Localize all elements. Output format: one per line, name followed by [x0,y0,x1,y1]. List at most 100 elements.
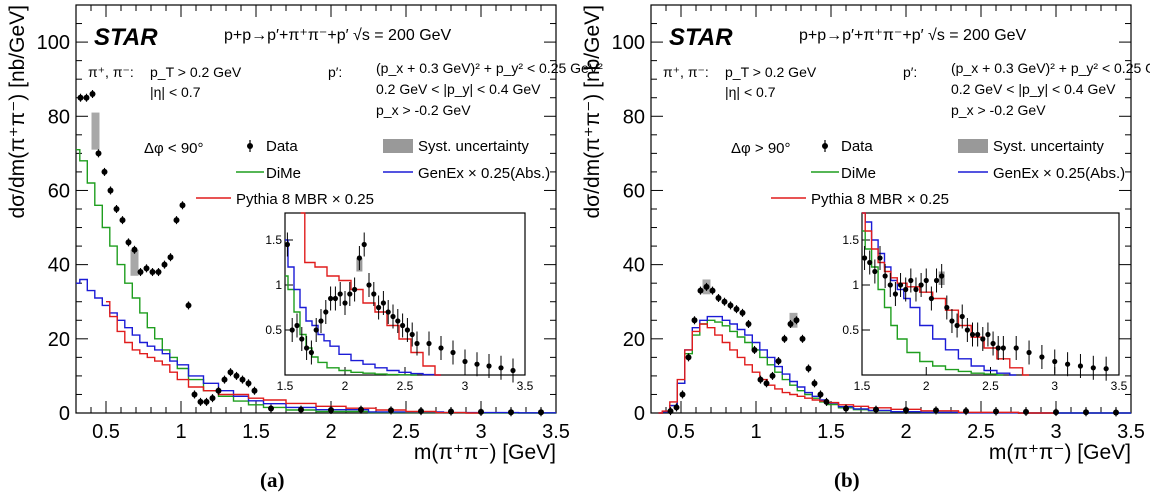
data-point [805,365,812,372]
data-point [709,287,716,294]
x-tick-label: 3.5 [542,421,570,443]
data-point [1113,409,1119,416]
legend-syst-label: Syst. uncertainty [418,138,529,155]
data-point [119,217,126,224]
data-point [197,398,204,405]
pion-cut: |η| < 0.7 [150,84,201,100]
data-point [691,317,698,324]
inset-data-point [450,349,456,356]
inset-data-point [913,286,919,293]
inset-data-point [887,282,893,288]
data-point [245,380,252,387]
data-point [328,407,334,414]
legend-syst-swatch [958,139,988,153]
data-point [1023,408,1029,415]
data-point [763,380,770,387]
data-point [715,295,722,302]
y-tick-label: 20 [623,329,645,351]
syst-box [91,112,100,150]
data-point [448,408,454,415]
inset-plot: 1.5 2 2.5 3 3.5 0.5 1 1.5 [842,212,1128,393]
data-point [227,369,234,376]
pion-cuts-label: π⁺, π⁻: [88,64,134,80]
inset-x-tick-label: 3.5 [517,379,534,393]
data-point [77,94,84,101]
legend-pythia-label: Pythia 8 MBR × 0.25 [811,191,949,208]
y-tick-label: 40 [48,255,70,277]
y-tick-label: 100 [612,32,645,54]
y-tick-label: 100 [37,32,70,54]
inset-data-point [313,327,319,333]
x-tick-label: 0.5 [92,421,120,443]
data-point [209,395,216,402]
data-point [993,408,999,415]
series-line-pythia [658,323,1056,414]
data-point [215,387,222,394]
data-point [823,398,830,405]
inset-data-point [462,358,468,365]
pion-cut: |η| < 0.7 [725,84,776,100]
inset-data-point [959,313,965,320]
x-tick-label: 2.5 [967,421,995,443]
inset-data-point [404,327,410,333]
data-point [727,302,734,309]
inset-y-tick-label: 1.5 [265,233,282,247]
legend-dime-label: DiMe [841,165,876,182]
inset-data-point [284,241,290,248]
inset-data-point [1026,349,1032,356]
x-tick-label: 1 [750,421,761,443]
inset-data-point [923,277,929,284]
y-tick-label: 40 [623,255,645,277]
data-point [388,407,394,414]
data-point [251,387,258,394]
inset-data-point [474,361,480,367]
data-point [113,206,120,212]
data-point [143,265,150,272]
inset-data-point [438,345,444,351]
data-point [781,335,788,342]
x-tick-label: 3 [1050,421,1061,443]
inset-data-point [1077,363,1084,369]
series-line-genex [658,315,1131,414]
inset-y-tick-label: 0.5 [265,323,282,337]
y-tick-label: 0 [634,403,645,425]
data-point [873,406,879,413]
data-point [843,405,849,412]
inset-data-point [371,291,377,297]
legend-syst-label: Syst. uncertainty [993,138,1104,155]
inset-data-point [995,345,1001,351]
pion-cut: p_T > 0.2 GeV [725,64,817,80]
inset-data-point [294,322,300,329]
data-point [933,407,939,414]
inset-x-tick-label: 1.5 [854,379,871,393]
inset-data-point [1052,358,1058,365]
inset-data-point [872,268,878,275]
proton-cut: 0.2 GeV < |p_y| < 0.4 GeV [951,81,1116,97]
inset-data-point [366,282,372,288]
inset-data-point [877,255,883,261]
data-point [903,407,909,414]
x-tick-label: 3.5 [1117,421,1145,443]
proton-cuts-label: p′: [328,64,342,80]
x-tick-label: 1.5 [242,421,270,443]
data-point [679,391,686,398]
data-point [418,408,424,415]
caption-a: (a) [260,468,285,492]
inset-data-point [892,291,899,297]
inset-frame [284,212,526,376]
data-point [793,317,800,324]
x-tick-label: 2 [900,421,911,443]
inset-data-point [1000,345,1006,351]
proton-cut: p_x > -0.2 GeV [376,102,471,118]
data-point [173,217,180,224]
legend-genex-label: GenEx × 0.25(Abs.) [993,165,1125,182]
y-axis-label: dσ/dm(π⁺π⁻) [nb/GeV] [581,5,604,219]
inset-data-point [882,273,888,279]
data-point [733,306,740,313]
data-point [298,406,304,413]
inset-x-tick-label: 3.5 [1111,379,1128,393]
inset-x-tick-label: 3 [1051,379,1058,393]
inset-data-point [328,295,334,302]
